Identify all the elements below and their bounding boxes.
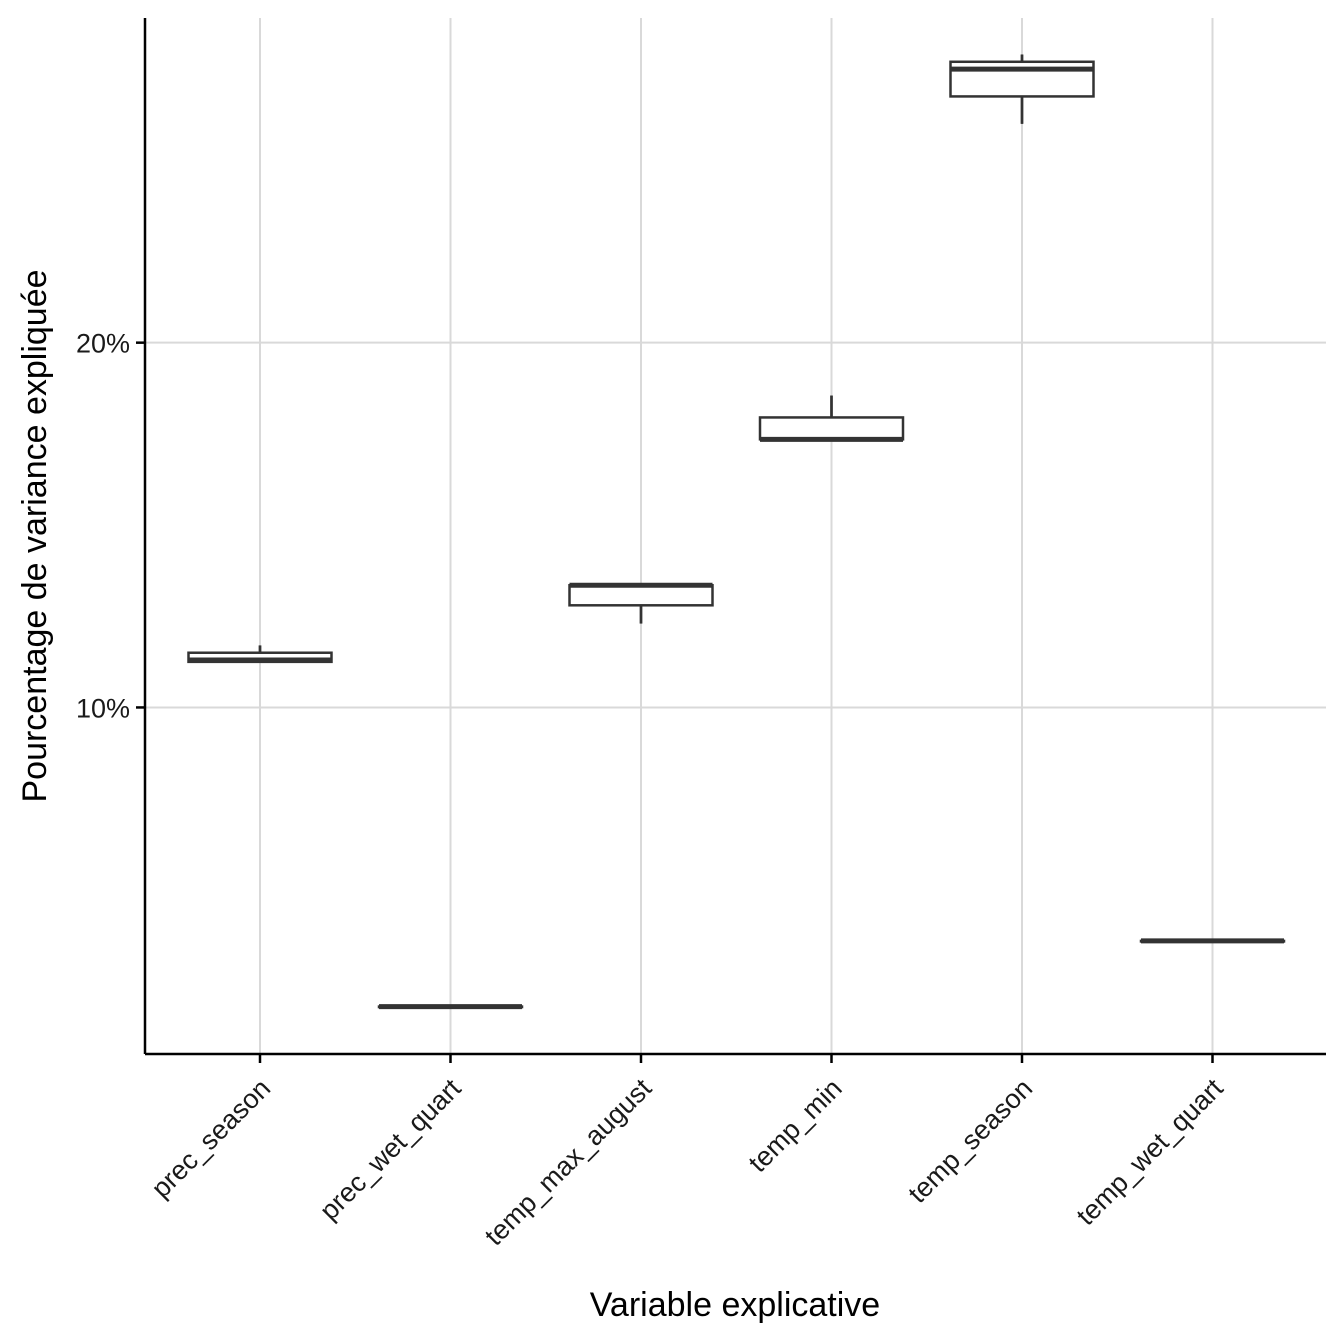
box-layer [187, 54, 1286, 1010]
x-tick-label: prec_wet_quart [314, 1073, 467, 1226]
x-tick-label: temp_min [743, 1073, 848, 1178]
box-rect [758, 416, 905, 441]
y-axis-title: Pourcentage de variance expliquée [16, 269, 54, 802]
y-tick-label: 20% [76, 329, 130, 359]
x-tick-label: temp_season [902, 1073, 1038, 1209]
axis-layer: 10% 20% prec_season prec_wet_quart temp_max_… [76, 18, 1326, 1251]
box-prec_wet_quart [377, 1004, 524, 1010]
x-tick-label: prec_season [146, 1073, 277, 1204]
box-temp_season [949, 54, 1095, 124]
x-tick-label: temp_max_august [479, 1073, 658, 1252]
box-rect [568, 583, 714, 607]
box-temp_max_august [568, 582, 714, 624]
x-axis-title: Variable explicative [590, 1286, 880, 1324]
box-prec_season [187, 645, 333, 664]
box-temp_wet_quart [1139, 938, 1286, 944]
box-temp_min [758, 395, 905, 442]
grid-layer [145, 18, 1326, 1054]
y-tick-label: 10% [76, 693, 130, 723]
x-tick-label: temp_wet_quart [1071, 1073, 1229, 1231]
